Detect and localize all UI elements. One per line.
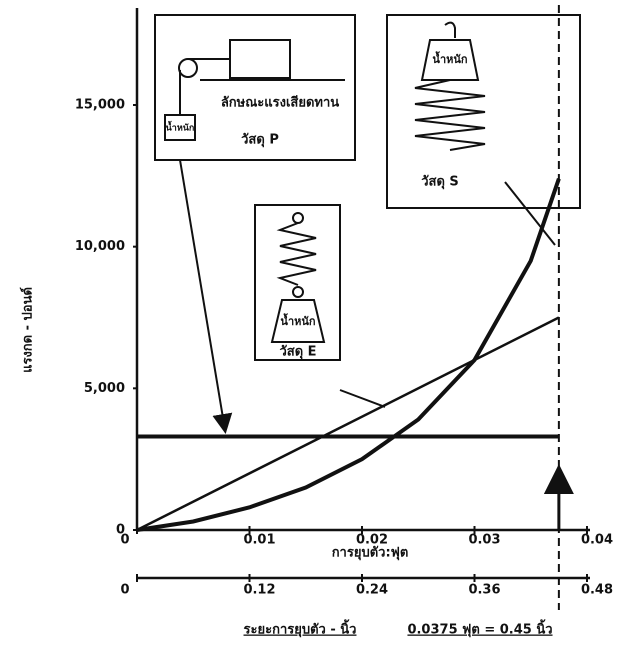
x2-tick-label: 0.48 [581, 583, 613, 598]
series-label: วัสดุ P [241, 133, 279, 148]
x-tick-label: 0.02 [356, 533, 388, 548]
pointer-arrow [180, 160, 225, 430]
x-tick-label: 0.03 [468, 533, 500, 548]
series-label: วัสดุ E [279, 345, 316, 360]
x-tick-label: 0 [120, 533, 129, 548]
inset-s: น้ำหนัก วัสดุ S [387, 15, 580, 208]
x2-tick-label: 0.24 [356, 583, 388, 598]
x2-tick-label: 0.12 [243, 583, 275, 598]
x2-tick-label: 0 [120, 583, 129, 598]
chart: แรงกด - ปอนด์ การยุบตัว:ฟุต ระยะการยุบตั… [0, 0, 629, 648]
series-line [137, 318, 559, 531]
x-tick-label: 0.04 [581, 533, 613, 548]
inset-p: ลักษณะแรงเสียดทาน น้ำหนัก วัสดุ P [155, 15, 355, 160]
weight-label: น้ำหนัก [280, 313, 315, 328]
friction-label: ลักษณะแรงเสียดทาน [221, 95, 339, 111]
pointer-line [340, 390, 385, 407]
y-tick-label: 10,000 [75, 239, 125, 254]
weight-label: น้ำหนัก [432, 51, 467, 66]
inset-e: น้ำหนัก วัสดุ E [255, 205, 340, 360]
x2-axis-label: ระยะการยุบตัว - นิ้ว [244, 619, 357, 638]
x-axis-label: การยุบตัว:ฟุต [332, 546, 409, 561]
series-label: วัสดุ S [421, 175, 459, 190]
y-tick-label: 15,000 [75, 98, 125, 113]
y-axis-label: แรงกด - ปอนด์ [20, 287, 36, 373]
note: 0.0375 ฟุต = 0.45 นิ้ว [407, 619, 552, 638]
x2-tick-label: 0.36 [468, 583, 500, 598]
y-tick-label: 5,000 [84, 381, 125, 396]
series-line [137, 179, 559, 530]
x-tick-label: 0.01 [243, 533, 275, 548]
